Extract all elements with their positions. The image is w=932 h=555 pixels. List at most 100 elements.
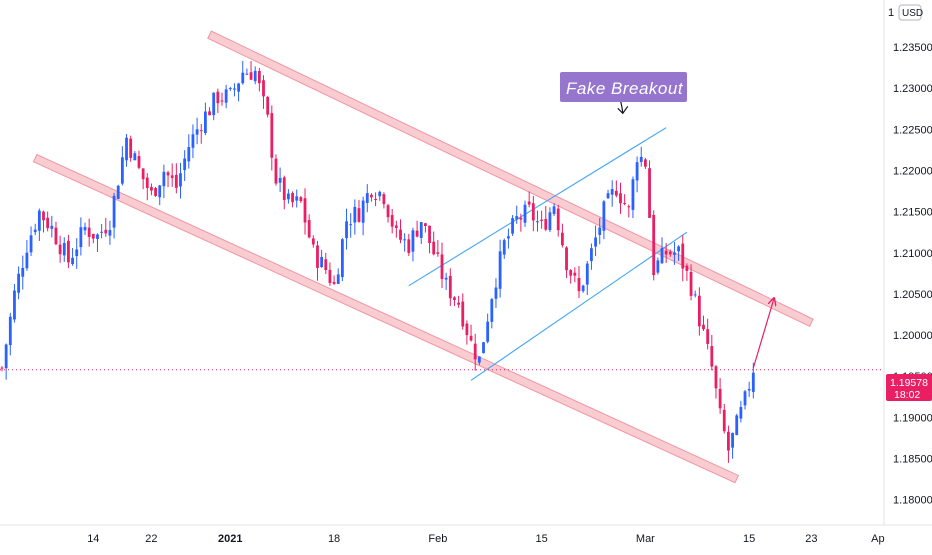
x-tick-labels: 14 22 2021 18 Feb 15 Mar 15 23 Ap xyxy=(87,533,884,545)
candle-body xyxy=(337,274,340,283)
candle-body xyxy=(5,345,8,369)
overlay-layer xyxy=(618,91,774,368)
candle-body xyxy=(187,147,190,161)
y-tick-labels: 1.23500 1.23000 1.22500 1.22000 1.21500 1.210… xyxy=(893,42,932,507)
candle-body xyxy=(557,209,560,231)
candle-body xyxy=(266,97,269,115)
price-badge-countdown: 18:02 xyxy=(894,389,920,401)
candle-body xyxy=(374,199,377,200)
candle-body xyxy=(21,268,24,277)
candle-body xyxy=(241,73,244,84)
time-axis[interactable]: 14 22 2021 18 Feb 15 Mar 15 23 Ap xyxy=(0,525,932,545)
candle-layer xyxy=(1,61,755,463)
candle-body xyxy=(208,111,211,115)
candle-body xyxy=(200,130,203,131)
candle-body xyxy=(511,218,514,234)
candle-body xyxy=(138,156,141,168)
candle-body xyxy=(681,244,684,269)
candle-body xyxy=(503,240,506,254)
candle-body xyxy=(466,324,469,336)
candle-body xyxy=(524,205,527,223)
candle-body xyxy=(391,215,394,227)
candle-body xyxy=(100,232,103,233)
projection-arrow xyxy=(753,298,774,368)
y-tick-label: 1.22000 xyxy=(893,165,932,177)
current-price-badge: 1.19578 18:02 xyxy=(886,374,932,401)
price-axis[interactable]: 1.23500 1.23000 1.22500 1.22000 1.21500 1.210… xyxy=(884,0,932,525)
x-tick-label: 15 xyxy=(743,533,755,545)
candle-body xyxy=(382,194,385,204)
candle-body xyxy=(690,272,693,296)
candle-body xyxy=(387,205,390,217)
candle-body xyxy=(158,185,161,197)
candle-body xyxy=(395,225,398,227)
candle-body xyxy=(598,228,601,235)
candle-body xyxy=(515,216,518,219)
currency-label: USD xyxy=(902,8,923,19)
candle-body xyxy=(121,157,124,183)
candle-body xyxy=(686,266,689,271)
candle-body xyxy=(669,252,672,255)
candle-body xyxy=(602,201,605,230)
candle-body xyxy=(17,274,20,293)
candle-body xyxy=(407,239,410,253)
x-tick-label: 22 xyxy=(145,533,157,545)
candle-body xyxy=(146,178,149,188)
candle-body xyxy=(299,197,302,201)
candle-body xyxy=(607,193,610,198)
candle-body xyxy=(636,162,639,180)
x-tick-label: Ap xyxy=(871,533,884,545)
candle-body xyxy=(623,203,626,204)
candle-body xyxy=(216,92,219,103)
candle-body xyxy=(34,230,37,232)
candle-body xyxy=(573,273,576,276)
candle-body xyxy=(63,243,66,255)
candle-body xyxy=(665,251,668,255)
candle-body xyxy=(499,251,502,288)
candle-body xyxy=(262,80,265,96)
candle-body xyxy=(644,159,647,166)
candle-body xyxy=(544,219,547,230)
candle-body xyxy=(55,228,58,244)
candle-body xyxy=(661,248,664,263)
candle-body xyxy=(561,233,564,246)
candle-body xyxy=(9,317,12,345)
candle-body xyxy=(752,373,755,392)
candle-body xyxy=(308,220,311,237)
candle-body xyxy=(304,198,307,222)
x-tick-label: 18 xyxy=(328,533,340,545)
candle-body xyxy=(154,188,157,196)
candle-body xyxy=(436,252,439,253)
candle-body xyxy=(324,259,327,270)
fake-breakout-annotation[interactable]: Fake Breakout xyxy=(560,72,687,102)
candle-body xyxy=(470,336,473,341)
y-tick-label: 1.18000 xyxy=(893,495,932,507)
candle-body xyxy=(341,239,344,277)
candle-body xyxy=(370,195,373,198)
candle-body xyxy=(96,234,99,238)
candle-body xyxy=(536,221,539,222)
candle-body xyxy=(38,211,41,231)
candle-body xyxy=(519,218,522,220)
candle-body xyxy=(632,179,635,210)
x-tick-label: Feb xyxy=(428,533,447,545)
candle-body xyxy=(640,157,643,162)
currency-selector[interactable]: 1 USD xyxy=(888,5,923,20)
candle-body xyxy=(30,235,33,252)
candle-body xyxy=(677,246,680,251)
candle-body xyxy=(192,134,195,147)
y-tick-label: 1.22500 xyxy=(893,124,932,136)
x-tick-label: 14 xyxy=(87,533,99,545)
candle-body xyxy=(183,159,186,171)
candle-body xyxy=(478,356,481,362)
candle-body xyxy=(495,288,498,299)
candle-body xyxy=(75,249,78,256)
candle-body xyxy=(378,192,381,196)
candle-body xyxy=(171,175,174,178)
y-tick-label: 1.21500 xyxy=(893,207,932,219)
candle-body xyxy=(615,191,618,196)
candle-body xyxy=(92,234,95,239)
candle-body xyxy=(358,208,361,222)
